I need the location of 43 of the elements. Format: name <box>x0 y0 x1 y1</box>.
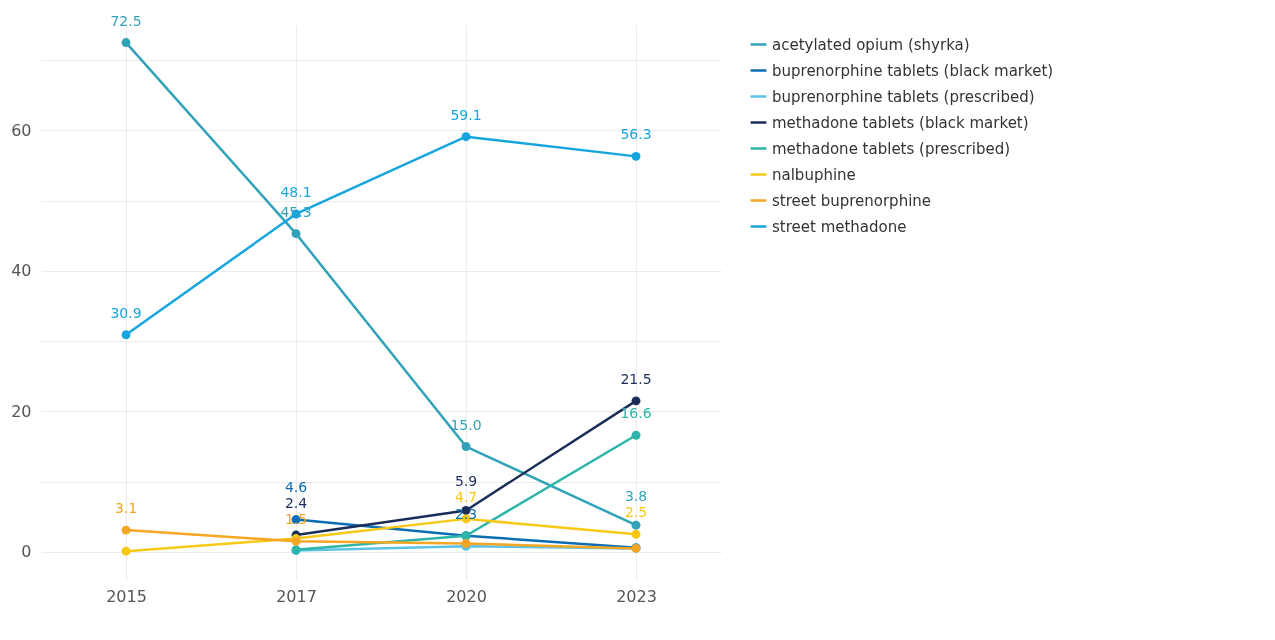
point <box>631 520 641 530</box>
legend-label: buprenorphine tablets (black market) <box>772 61 1054 80</box>
data-label: 48.1 <box>280 183 312 200</box>
data-label: 3.1 <box>114 500 138 517</box>
point <box>461 442 471 451</box>
data-label: 4.7 <box>454 488 478 505</box>
data-label: 2.5 <box>624 504 648 521</box>
legend-label: street methadone <box>772 217 907 236</box>
x-tick-label: 2020 <box>446 586 487 606</box>
point <box>291 229 301 239</box>
point <box>121 330 131 340</box>
point <box>631 430 641 440</box>
x-tick-label: 2015 <box>106 586 147 606</box>
data-label: 72.5 <box>110 12 142 29</box>
y-tick-label: 60 <box>11 120 32 140</box>
data-label: 21.5 <box>620 370 652 387</box>
legend-label: nalbuphine <box>772 165 856 184</box>
data-label: 59.1 <box>450 106 482 123</box>
legend-label: buprenorphine tablets (prescribed) <box>772 87 1035 106</box>
legend-label: street buprenorphine <box>772 191 932 210</box>
data-label: 15.0 <box>450 416 482 433</box>
data-label: 30.9 <box>110 304 142 321</box>
point <box>461 132 471 142</box>
legend-label: acetylated opium (shyrka) <box>772 35 970 54</box>
data-label: 5.9 <box>454 472 478 489</box>
y-tick-label: 40 <box>11 261 32 281</box>
x-tick-label: 2023 <box>616 586 657 606</box>
legend-label: methadone tablets (black market) <box>772 113 1029 132</box>
data-label: 56.3 <box>620 126 652 143</box>
data-label: 16.6 <box>620 405 652 422</box>
point <box>631 396 641 406</box>
point <box>631 151 641 161</box>
point <box>121 38 131 48</box>
data-label: 4.6 <box>284 479 308 496</box>
point <box>631 529 641 539</box>
legend-label: methadone tablets (prescribed) <box>772 139 1011 158</box>
y-tick-label: 20 <box>11 401 32 421</box>
data-label: 2.4 <box>284 495 308 512</box>
y-tick-label: 0 <box>21 542 32 562</box>
point <box>121 525 131 535</box>
point <box>121 546 131 556</box>
x-tick-label: 2017 <box>276 586 317 606</box>
data-label: 3.8 <box>624 488 648 505</box>
